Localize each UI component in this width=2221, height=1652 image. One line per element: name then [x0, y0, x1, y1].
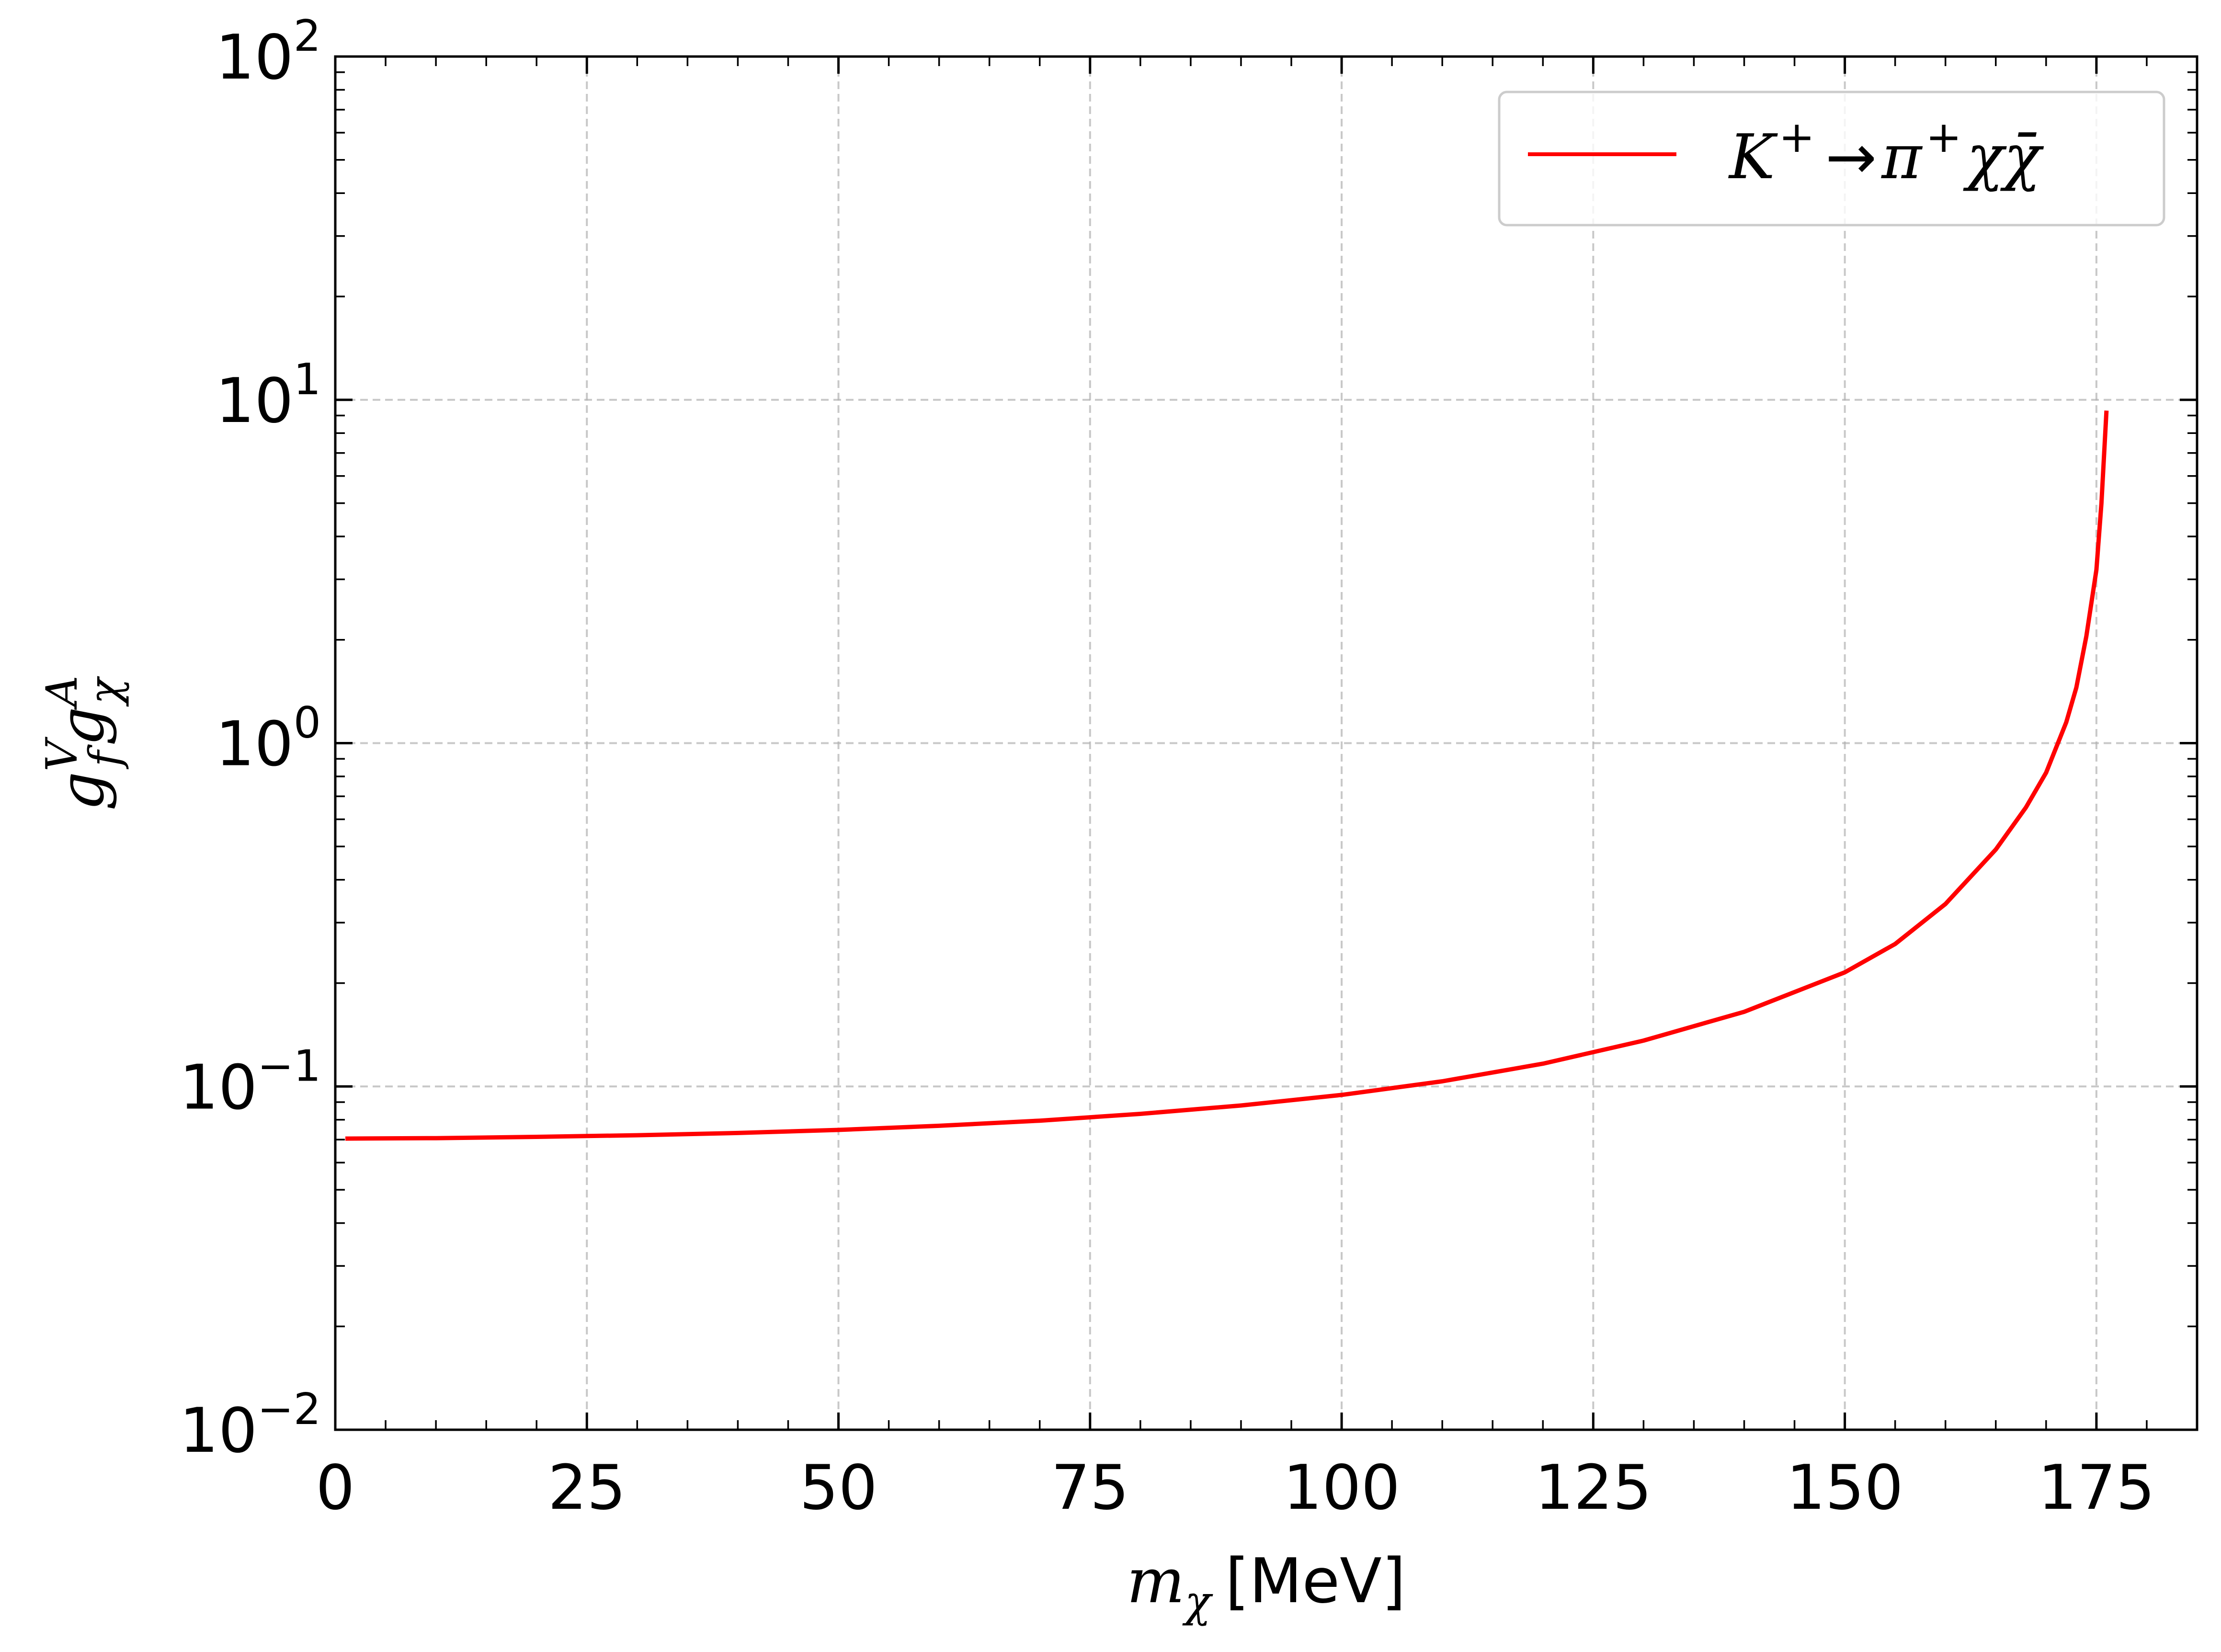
x-tick-label: 50: [799, 1452, 877, 1524]
y-tick-exponent: 1: [294, 354, 321, 405]
x-axis-symbol: m: [1127, 1546, 1185, 1617]
legend: K+ →π+χχ̄: [1498, 91, 2165, 227]
series-line: [345, 410, 2109, 1141]
y-tick-base: 10: [216, 709, 294, 780]
y-axis-g2: g: [46, 706, 118, 746]
y-axis-sub2: χ: [80, 676, 130, 707]
x-tick-label: 75: [1051, 1452, 1129, 1524]
y-axis-sup2: A: [37, 675, 87, 710]
y-tick-base: 10: [216, 22, 294, 93]
x-tick-label: 125: [1535, 1452, 1652, 1524]
legend-pi: π: [1880, 122, 1923, 193]
y-tick-base: 10: [179, 1052, 257, 1123]
y-tick-exponent: −1: [257, 1041, 321, 1091]
legend-box: [1498, 91, 2165, 227]
legend-k-sup: +: [1779, 112, 1815, 162]
legend-chi: χ: [1963, 122, 2007, 193]
y-tick-label: 101: [216, 354, 321, 437]
y-axis-label: gVfgAχ: [37, 675, 130, 810]
y-tick-exponent: 0: [294, 698, 321, 748]
legend-chibar: χ̄: [2000, 122, 2044, 193]
x-tick-label: 100: [1283, 1452, 1400, 1524]
minor-ticks: [335, 57, 2197, 1430]
legend-pi-sup: +: [1925, 112, 1961, 162]
y-tick-exponent: −2: [257, 1384, 321, 1435]
y-axis-g1: g: [46, 772, 118, 811]
x-tick-label: 0: [316, 1452, 354, 1524]
legend-label: K+ →π+χχ̄: [1728, 112, 2044, 193]
plot-frame: [334, 55, 2198, 1431]
y-tick-base: 10: [216, 365, 294, 437]
y-tick-base: 10: [179, 1395, 257, 1467]
legend-k: K: [1728, 122, 1778, 193]
x-axis-subscript: χ: [1182, 1577, 1213, 1627]
y-tick-label: 100: [216, 698, 321, 780]
y-tick-label: 10−2: [179, 1384, 321, 1467]
legend-arrow: →: [1825, 122, 1877, 193]
y-axis-sup1: V: [37, 737, 87, 772]
x-tick-label: 25: [548, 1452, 626, 1524]
y-tick-label: 10−1: [179, 1041, 321, 1123]
x-tick-label: 175: [2038, 1452, 2155, 1524]
x-axis-label: mχ [MeV]: [1127, 1546, 1406, 1627]
y-tick-exponent: 2: [294, 11, 321, 61]
y-tick-label: 102: [216, 11, 321, 93]
series-layer: [345, 410, 2109, 1141]
x-axis-unit: [MeV]: [1225, 1546, 1406, 1617]
x-tick-label: 150: [1786, 1452, 1903, 1524]
